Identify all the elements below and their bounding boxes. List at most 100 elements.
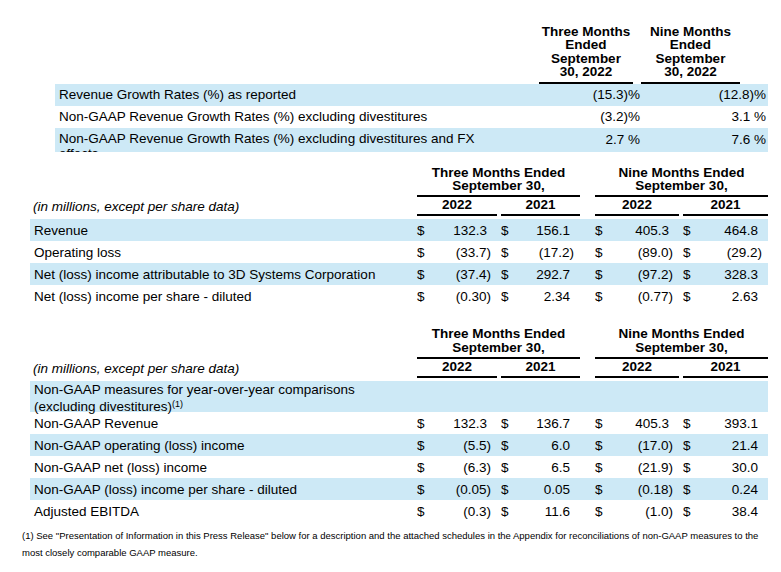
header-line: Nine Months Ended — [595, 327, 768, 340]
header-line: September 30, — [595, 179, 768, 192]
row-label: Non-GAAP Revenue Growth Rates (%) exclud… — [55, 109, 535, 124]
cell-value: (0.05) — [456, 482, 497, 497]
table-row: Revenue $132.3 $156.1 $405.3 $464.8 — [30, 219, 768, 241]
header-line: September — [641, 52, 740, 65]
currency-symbol: $ — [683, 460, 691, 475]
currency-symbol: $ — [417, 438, 425, 453]
cell-value: 11.6 — [545, 504, 580, 519]
gaap-summary-table: Three Months Ended September 30, Nine Mo… — [30, 166, 768, 308]
table-row: Operating loss $ (33.7) $ (17.2) $ (89.0) $… — [30, 241, 768, 263]
cell-value: (89.0) — [638, 245, 679, 260]
column-header-nine-months: Nine Months Ended September 30, 2022 — [640, 25, 768, 84]
year-header-row: (in millions, except per share data) 202… — [30, 197, 768, 216]
row-label: Operating loss — [30, 245, 413, 260]
currency-symbol: $ — [683, 504, 691, 519]
growth-rates-table: Three Months Ended September 30, 2022 Ni… — [55, 25, 768, 152]
units-note: (in millions, except per share data) — [30, 361, 413, 378]
currency-symbol: $ — [683, 267, 691, 282]
currency-symbol: $ — [501, 245, 509, 260]
cell-value: 2.63 — [732, 289, 768, 304]
currency-symbol: $ — [683, 223, 691, 238]
table-row: Net (loss) income per share - diluted $ (… — [30, 285, 768, 307]
header-line: Nine Months Ended — [595, 166, 768, 179]
cell-value: 3.1 % — [640, 109, 768, 124]
header-line: September 30, — [417, 179, 580, 192]
cell-value: (0.18) — [638, 482, 679, 497]
cell-value: (0.77) — [638, 289, 679, 304]
currency-symbol: $ — [595, 504, 603, 519]
cell-value: (0.30) — [456, 289, 497, 304]
group-header-three-months: Three Months Ended September 30, — [413, 166, 580, 198]
currency-symbol: $ — [683, 289, 691, 304]
currency-symbol: $ — [501, 223, 509, 238]
year-header: 2022 — [417, 359, 497, 378]
table-row: Non-GAAP Revenue $132.3 $136.7 $405.3 $3… — [30, 412, 768, 434]
currency-symbol: $ — [595, 267, 603, 282]
currency-symbol: $ — [683, 416, 691, 431]
column-header-three-months: Three Months Ended September 30, 2022 — [535, 25, 640, 84]
currency-symbol: $ — [501, 438, 509, 453]
currency-symbol: $ — [595, 245, 603, 260]
currency-symbol: $ — [417, 245, 425, 260]
currency-symbol: $ — [417, 416, 425, 431]
non-gaap-summary-table: Three Months Ended September 30, Nine Mo… — [30, 327, 768, 522]
currency-symbol: $ — [501, 504, 509, 519]
group-header-nine-months: Nine Months Ended September 30, — [590, 166, 768, 198]
currency-symbol: $ — [417, 482, 425, 497]
year-header: 2021 — [683, 197, 768, 216]
growth-rates-header-row: Three Months Ended September 30, 2022 Ni… — [55, 25, 768, 84]
table-row: Non-GAAP Revenue Growth Rates (%) exclud… — [55, 128, 768, 152]
row-label: Net (loss) income per share - diluted — [30, 289, 413, 304]
cell-value: (33.7) — [456, 245, 497, 260]
cell-value: (0.3) — [463, 504, 497, 519]
table-row: Non-GAAP operating (loss) income $(5.5) … — [30, 434, 768, 456]
cell-value: 2.7 % — [535, 128, 640, 147]
currency-symbol: $ — [501, 416, 509, 431]
cell-value: (12.8)% — [640, 87, 768, 102]
currency-symbol: $ — [595, 438, 603, 453]
cell-value: (1.0) — [645, 504, 679, 519]
currency-symbol: $ — [417, 289, 425, 304]
cell-value: 328.3 — [724, 267, 768, 282]
cell-value: 292.7 — [536, 267, 580, 282]
cell-value: 132.3 — [453, 416, 497, 431]
year-header: 2022 — [595, 197, 679, 216]
table-row: Net (loss) income attributable to 3D Sys… — [30, 263, 768, 285]
cell-value: (17.2) — [539, 245, 580, 260]
group-header-row: Three Months Ended September 30, Nine Mo… — [30, 327, 768, 359]
currency-symbol: $ — [417, 460, 425, 475]
row-label: Non-GAAP (loss) income per share - dilut… — [30, 482, 413, 497]
row-label: Net (loss) income attributable to 3D Sys… — [30, 267, 413, 282]
cell-value: 2.34 — [544, 289, 580, 304]
cell-value: 464.8 — [724, 223, 768, 238]
cell-value: 0.05 — [544, 482, 580, 497]
header-line: Three Months Ended — [417, 166, 580, 179]
cell-value: 38.4 — [732, 504, 768, 519]
currency-symbol: $ — [501, 289, 509, 304]
year-header: 2021 — [501, 359, 580, 378]
cell-value: 6.5 — [551, 460, 580, 475]
cell-value: 132.3 — [453, 223, 497, 238]
row-label: Revenue — [30, 223, 413, 238]
currency-symbol: $ — [501, 482, 509, 497]
cell-value: 30.0 — [732, 460, 768, 475]
cell-value: 6.0 — [551, 438, 580, 453]
units-note: (in millions, except per share data) — [30, 199, 413, 216]
cell-value: (37.4) — [456, 267, 497, 282]
currency-symbol: $ — [683, 245, 691, 260]
cell-value: 0.24 — [732, 482, 768, 497]
cell-value: (5.5) — [463, 438, 497, 453]
cell-value: 405.3 — [635, 416, 679, 431]
footnote: (1) See "Presentation of Information in … — [22, 527, 762, 561]
header-line: September — [539, 52, 633, 65]
group-header-row: Three Months Ended September 30, Nine Mo… — [30, 166, 768, 198]
table-row: Adjusted EBITDA $(0.3) $11.6 $(1.0) $38.… — [30, 500, 768, 522]
year-header: 2021 — [683, 359, 768, 378]
cell-value: 405.3 — [635, 223, 679, 238]
currency-symbol: $ — [501, 267, 509, 282]
cell-value: (15.3)% — [535, 87, 640, 102]
row-label: Revenue Growth Rates (%) as reported — [55, 87, 535, 102]
section-header-row: Non-GAAP measures for year-over-year com… — [30, 381, 768, 412]
header-line: Three Months — [539, 25, 633, 38]
cell-value: (17.0) — [638, 438, 679, 453]
